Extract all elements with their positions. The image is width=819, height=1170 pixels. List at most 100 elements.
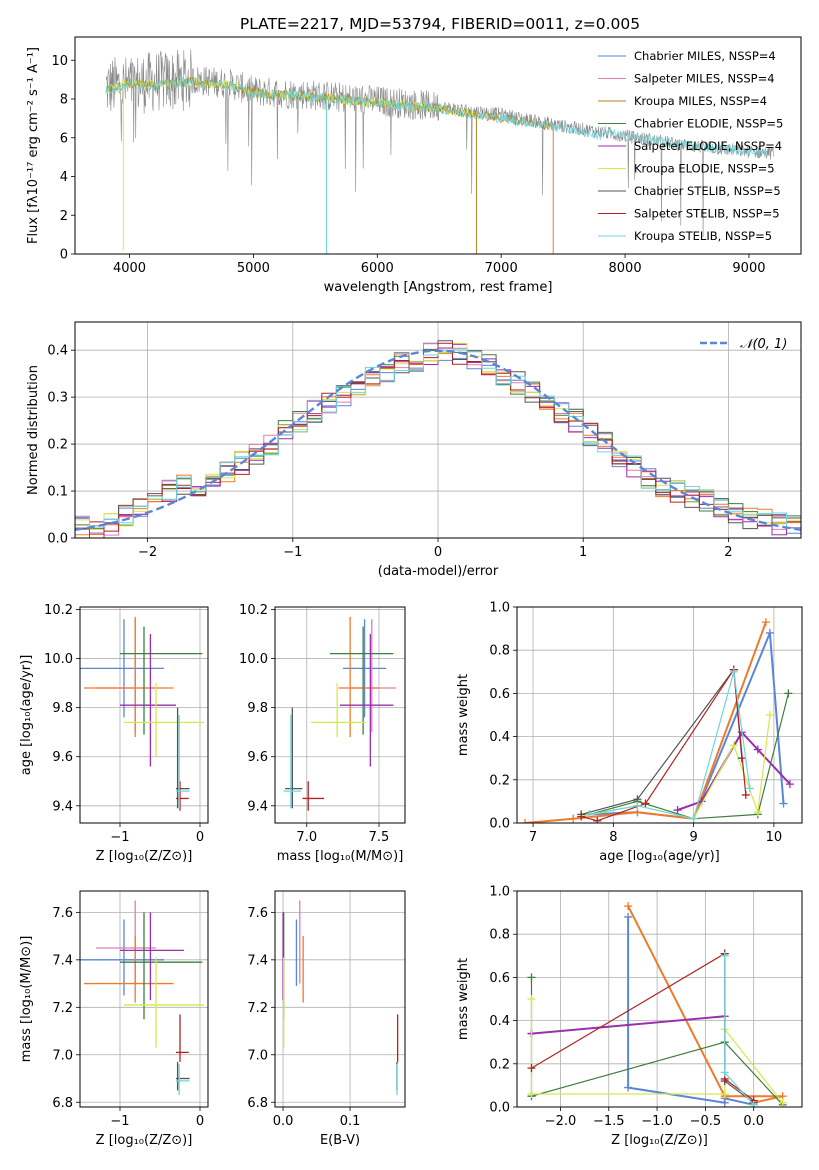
series-marker-kroupa_elodie — [527, 1090, 536, 1099]
age-vs-mass-frame — [274, 606, 406, 824]
massweight-vs-Z-xlabel: Z [log₁₀(Z/Z⊙)] — [611, 1133, 708, 1148]
massweight-vs-Z-xtick-label: −1.0 — [641, 1114, 673, 1129]
series-marker-kroupa_elodie — [778, 1098, 787, 1107]
series-marker-orange — [624, 902, 633, 911]
spectrum-xtick-label: 4000 — [113, 261, 146, 276]
series-marker-kroupa_stelib — [689, 814, 698, 823]
age-vs-Z-xtick-label: −1 — [110, 830, 129, 845]
spectrum-ytick-label: 2 — [60, 209, 68, 224]
massweight-vs-age-panel: 7 8 9 10 0.0 0.2 0.4 0.6 0.8 1.0 age [log₁₀(age/yr… — [456, 601, 803, 864]
age-vs-Z-panel: −1 0 9.4 9.6 9.8 10.0 10.2 Z [log₁₀(Z/Z⊙)] age [… — [19, 603, 209, 864]
spectrum-xtick-label: 7000 — [485, 261, 518, 276]
massweight-vs-age-frame — [516, 606, 803, 824]
series-marker-kroupa_stelib — [720, 1068, 729, 1077]
spectrum-ytick-label: 4 — [60, 170, 68, 185]
massweight-vs-Z-ytick-label: 0.4 — [489, 1014, 510, 1029]
spectrum-xlabel: wavelength [Angstrom, rest frame] — [324, 280, 553, 295]
series-marker-salpeter_stelib — [593, 816, 602, 823]
series-marker-kroupa_elodie — [720, 1090, 729, 1099]
mass-vs-Z-frame — [79, 890, 209, 1108]
series-marker-kroupa_stelib — [729, 667, 738, 676]
massweight-vs-Z-frame — [516, 890, 803, 1108]
residuals-xtick-label: −1 — [283, 545, 302, 560]
spectrum-xtick-label: 8000 — [609, 261, 642, 276]
figure-title: PLATE=2217, MJD=53794, FIBERID=0011, z=0… — [240, 15, 640, 33]
mass-vs-Z-plot-area — [80, 900, 204, 1096]
age-vs-mass-ytick-label: 9.6 — [247, 750, 268, 765]
series-marker-kroupa_stelib — [633, 801, 642, 810]
mass-vs-Z-xlabel: Z [log₁₀(Z/Z⊙)] — [96, 1133, 193, 1148]
massweight-vs-age-ytick-label: 0.2 — [489, 773, 510, 788]
legend-label-salpeter_elodie: Salpeter ELODIE, NSSP=4 — [634, 139, 782, 153]
model-line-kroupa_stelib — [105, 77, 768, 157]
series-marker-orange — [761, 618, 770, 627]
age-vs-mass-panel: 7.0 7.5 9.4 9.6 9.8 10.0 10.2 mass [log₁₀(M/M⊙)… — [239, 603, 406, 864]
series-line-orange — [627, 905, 783, 1104]
massweight-vs-age-ytick-label: 0.6 — [489, 687, 510, 702]
series-marker-orange — [521, 819, 530, 823]
massweight-vs-Z-ytick-label: 0.2 — [489, 1057, 510, 1072]
legend-label-chabrier_miles: Chabrier MILES, NSSP=4 — [634, 49, 776, 63]
series-marker-kroupa_elodie — [527, 995, 536, 1003]
age-vs-Z-ytick-label: 10.2 — [44, 603, 73, 618]
massweight-vs-Z-panel: −2.0 −1.5 −1.0 −0.5 0.0 0.0 0.2 0.4 0.6 0.8 1.0 Z [… — [456, 885, 803, 1148]
mass-vs-Z-ytick-label: 7.4 — [52, 953, 73, 968]
residuals-ytick-label: 0.3 — [47, 391, 68, 406]
residuals-xtick-label: −2 — [138, 545, 157, 560]
spectrum-plot-area — [105, 49, 774, 254]
series-line-orange — [524, 621, 767, 823]
age-vs-mass-xtick-label: 7.0 — [296, 830, 317, 845]
mass-vs-ebv-ytick-label: 7.6 — [247, 906, 268, 921]
massweight-vs-Z-ytick-label: 0.6 — [489, 971, 510, 986]
series-marker-chabrier_miles — [779, 799, 788, 808]
series-marker-salpeter_stelib — [641, 799, 650, 808]
massweight-vs-Z-xtick-label: −1.5 — [593, 1114, 625, 1129]
legend-label-gaussian: 𝒩(0, 1) — [740, 337, 787, 352]
residuals-frame — [74, 321, 802, 539]
massweight-vs-Z-xtick-label: −2.0 — [545, 1114, 577, 1129]
massweight-vs-age-ytick-label: 1.0 — [489, 601, 510, 616]
spectrum-ytick-label: 10 — [51, 54, 68, 69]
series-marker-salpeter_elodie — [785, 780, 794, 789]
series-marker-kroupa_elodie — [765, 711, 774, 719]
legend-label-chabrier_stelib: Chabrier STELIB, NSSP=5 — [634, 184, 781, 198]
legend-label-salpeter_miles: Salpeter MILES, NSSP=4 — [634, 72, 775, 86]
residuals-xlabel: (data-model)/error — [378, 564, 499, 579]
series-marker-salpeter_stelib — [577, 812, 586, 821]
age-vs-Z-xlabel: Z [log₁₀(Z/Z⊙)] — [96, 849, 193, 864]
series-line-chabrier_miles — [589, 632, 785, 820]
series-marker-chabrier_miles — [624, 912, 633, 921]
age-vs-mass-ytick-label: 9.4 — [247, 799, 268, 814]
massweight-vs-Z-xtick-label: −0.5 — [690, 1114, 722, 1129]
mass-vs-Z-ytick-label: 7.0 — [52, 1048, 73, 1063]
age-vs-Z-ylabel: age [log₁₀(age/yr)] — [19, 655, 34, 776]
age-vs-Z-ytick-label: 9.8 — [52, 701, 73, 716]
series-marker-kroupa_stelib — [585, 810, 594, 819]
mass-vs-Z-panel: −1 0 6.8 7.0 7.2 7.4 7.6 Z [log₁₀(Z/Z⊙)] mass [l… — [19, 890, 209, 1148]
mass-vs-ebv-frame — [274, 890, 406, 1108]
spectrum-xtick-label: 5000 — [237, 261, 270, 276]
age-vs-Z-frame — [79, 606, 209, 824]
massweight-vs-age-xtick-label: 10 — [766, 830, 783, 845]
age-vs-Z-ytick-label: 9.4 — [52, 799, 73, 814]
series-marker-chabrier_miles — [765, 628, 774, 637]
massweight-vs-age-xlabel: age [log₁₀(age/yr)] — [599, 849, 720, 864]
massweight-vs-age-xtick-label: 8 — [609, 830, 617, 845]
series-line-salpeter_stelib — [531, 952, 755, 1101]
massweight-vs-age-plot-area — [521, 618, 794, 823]
legend-label-kroupa_elodie: Kroupa ELODIE, NSSP=5 — [634, 162, 775, 176]
series-line-chabrier_stelib — [724, 953, 755, 1104]
mass-vs-Z-ytick-label: 7.2 — [52, 1001, 73, 1016]
age-vs-Z-ytick-label: 10.0 — [44, 652, 73, 667]
massweight-vs-Z-ylabel: mass weight — [456, 958, 471, 1040]
residuals-ytick-label: 0.1 — [47, 485, 68, 500]
legend-label-chabrier_elodie: Chabrier ELODIE, NSSP=5 — [634, 117, 783, 131]
gaussian-curve — [75, 349, 801, 531]
spectrum-xtick-label: 6000 — [361, 261, 394, 276]
mass-vs-ebv-plot-area — [282, 900, 399, 1096]
residuals-ytick-label: 0.4 — [47, 344, 68, 359]
residuals-plot-area — [75, 340, 801, 538]
legend-label-kroupa_miles: Kroupa MILES, NSSP=4 — [634, 94, 767, 108]
age-vs-mass-xlabel: mass [log₁₀(M/M⊙)] — [277, 849, 404, 864]
